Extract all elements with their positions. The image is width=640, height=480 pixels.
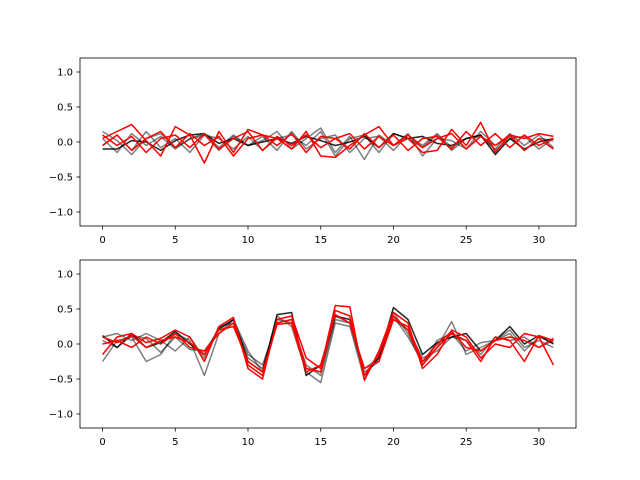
y-tick-label: 0.5	[57, 305, 73, 316]
series-line-7	[102, 313, 554, 373]
top-subplot: 0 5 10 15 20 25 30 1.0 0.5 0.0 −0.5 −1.0	[49, 57, 577, 246]
plot-area	[102, 121, 554, 164]
y-tick-label: 0.0	[57, 138, 73, 149]
y-tick-label: −1.0	[49, 208, 73, 219]
series-line-3	[102, 311, 554, 377]
x-tick-label: 20	[387, 235, 400, 246]
series-line-6	[102, 130, 554, 157]
series-line-5	[102, 121, 554, 164]
plot-area	[101, 304, 555, 384]
bottom-subplot: 0 5 10 15 20 25 30 1.0 0.5 0.0 −0.5 −1.0	[49, 259, 577, 448]
x-tick-label: 30	[533, 235, 546, 246]
x-tick-label: 25	[460, 235, 473, 246]
y-tick-label: 0.5	[57, 103, 73, 114]
x-tick-label: 20	[387, 437, 400, 448]
y-tick-label: 1.0	[57, 270, 73, 281]
x-tick-label: 15	[314, 437, 327, 448]
x-tick-label: 15	[314, 235, 327, 246]
x-tick-label: 25	[460, 437, 473, 448]
x-tick-label: 30	[533, 437, 546, 448]
x-tick-label: 0	[99, 437, 105, 448]
y-tick-label: 1.0	[57, 68, 73, 79]
series-line-5	[101, 304, 555, 382]
series-line-7	[102, 130, 554, 154]
x-tick-label: 10	[242, 437, 255, 448]
y-tick-label: −1.0	[49, 410, 73, 421]
x-tick-label: 10	[242, 235, 255, 246]
y-tick-label: −0.5	[49, 375, 73, 386]
x-tick-label: 0	[99, 235, 105, 246]
x-tick-label: 5	[172, 437, 178, 448]
x-tick-label: 5	[172, 235, 178, 246]
y-tick-label: 0.0	[57, 340, 73, 351]
y-tick-label: −0.5	[49, 173, 73, 184]
